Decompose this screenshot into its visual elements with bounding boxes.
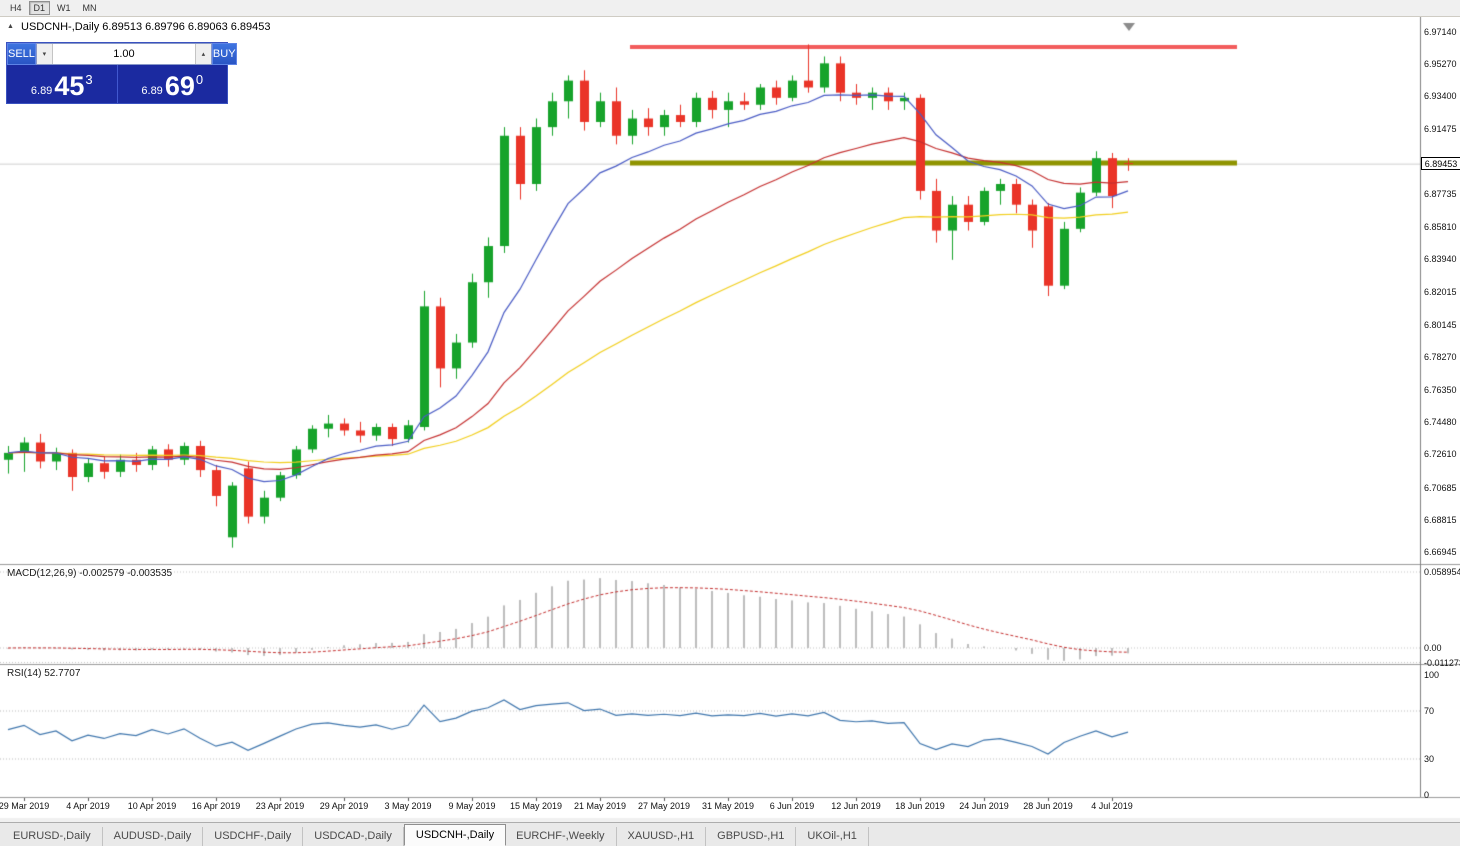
rsi-indicator-name: RSI(14)	[7, 668, 42, 679]
price-axis-label: 6.87735	[1424, 188, 1457, 199]
chart-tab[interactable]: GBPUSD-,H1	[706, 827, 797, 846]
rsi-panel-label: RSI(14) 52.7707	[7, 668, 80, 679]
date-axis-label: 31 May 2019	[701, 801, 755, 811]
date-axis-label: 16 Apr 2019	[191, 801, 241, 811]
date-axis-label: 15 May 2019	[509, 801, 563, 811]
chart-tab[interactable]: UKOil-,H1	[796, 827, 869, 846]
rsi-axis-label: 30	[1424, 754, 1435, 764]
macd-panel-label: MACD(12,26,9) -0.002579 -0.003535	[7, 568, 172, 579]
date-axis-label: 12 Jun 2019	[831, 801, 881, 811]
macd-axis-label: 0.00	[1424, 643, 1442, 653]
sell-button[interactable]: SELL	[7, 43, 36, 65]
macd-axis-label: -0.011273	[1424, 657, 1460, 668]
sell-price-display[interactable]: 6.89 45 3	[7, 65, 117, 103]
price-axis-label: 6.83940	[1424, 254, 1457, 265]
timeframe-w1-button[interactable]: W1	[57, 3, 71, 13]
price-axis-label: 6.74480	[1424, 417, 1457, 428]
price-axis-label: 6.91475	[1424, 124, 1457, 135]
chart-tab[interactable]: USDCNH-,Daily	[403, 824, 507, 846]
sell-price-prefix: 6.89	[30, 85, 53, 97]
macd-axis-label: 0.058954	[1424, 567, 1460, 577]
buy-button[interactable]: BUY	[211, 43, 237, 65]
rsi-indicator-value: 52.7707	[44, 668, 81, 679]
price-axis-label: 6.93400	[1424, 91, 1457, 102]
date-axis-label: 24 Jun 2019	[959, 801, 1009, 811]
rsi-axis-label: 100	[1424, 670, 1440, 680]
timeframe-h4-button[interactable]: H4	[10, 3, 22, 13]
date-axis-label: 4 Apr 2019	[66, 801, 110, 811]
date-axis-label: 9 May 2019	[448, 801, 496, 811]
chart-title: ▲ USDCNH-,Daily 6.89513 6.89796 6.89063 …	[7, 21, 271, 33]
price-axis-label: 6.66945	[1424, 547, 1457, 558]
date-axis-label: 23 Apr 2019	[255, 801, 305, 811]
buy-price-sup: 0	[195, 72, 204, 87]
chart-tab[interactable]: USDCHF-,Daily	[203, 827, 304, 846]
volume-increase-button[interactable]: ▴	[194, 44, 211, 64]
date-axis-label: 21 May 2019	[573, 801, 627, 811]
date-axis-label: 3 May 2019	[384, 801, 432, 811]
date-axis-label: 4 Jul 2019	[1091, 801, 1133, 811]
price-divider	[116, 65, 118, 103]
volume-decrease-button[interactable]: ▾	[36, 44, 53, 64]
chart-ohlc-values: 6.89513 6.89796 6.89063 6.89453	[102, 21, 271, 33]
volume-control: ▾ ▴	[35, 43, 212, 65]
price-axis-label: 6.95270	[1424, 58, 1457, 69]
date-axis-label: 27 May 2019	[637, 801, 691, 811]
price-axis-label: 6.68815	[1424, 514, 1457, 525]
macd-indicator-values: -0.002579 -0.003535	[79, 568, 173, 579]
date-axis-label: 28 Jun 2019	[1023, 801, 1073, 811]
one-click-toggle-icon[interactable]: ▲	[7, 23, 14, 30]
date-axis-label: 29 Mar 2019	[0, 801, 50, 811]
sell-price-big: 45	[54, 71, 85, 102]
date-axis-label: 6 Jun 2019	[769, 801, 815, 811]
price-axis-label: 6.76350	[1424, 384, 1457, 395]
buy-price-display[interactable]: 6.89 69 0	[118, 65, 228, 103]
price-axis-label: 6.72610	[1424, 449, 1457, 460]
macd-indicator-name: MACD(12,26,9)	[7, 568, 77, 579]
chart-tab[interactable]: EURCHF-,Weekly	[505, 827, 617, 846]
price-axis-label: 6.80145	[1424, 319, 1457, 330]
chart-tab[interactable]: EURUSD-,Daily	[2, 827, 103, 846]
buy-price-prefix: 6.89	[141, 85, 163, 97]
chart-tab[interactable]: USDCAD-,Daily	[303, 827, 404, 846]
price-axis-label: 6.97140	[1424, 26, 1457, 37]
chart-tab[interactable]: XAUUSD-,H1	[617, 827, 707, 846]
price-axis-label: 6.78270	[1424, 351, 1457, 362]
current-price-tag: 6.89453	[1421, 157, 1460, 171]
chart-symbol-label: USDCNH-,Daily	[21, 21, 100, 33]
timeframe-mn-button[interactable]: MN	[82, 3, 97, 13]
date-axis-label: 29 Apr 2019	[319, 801, 369, 811]
date-axis-label: 10 Apr 2019	[127, 801, 177, 811]
chart-tabs-bar: EURUSD-,Daily AUDUSD-,Daily USDCHF-,Daily U…	[0, 822, 1460, 846]
sell-price-sup: 3	[85, 72, 93, 87]
volume-input[interactable]	[52, 44, 195, 64]
buy-price-big: 69	[164, 71, 195, 102]
price-axis-label: 6.85810	[1424, 221, 1457, 232]
price-axis-label: 6.70685	[1424, 482, 1457, 493]
chart-tab[interactable]: AUDUSD-,Daily	[103, 827, 204, 846]
price-axis-label: 6.82015	[1424, 287, 1457, 298]
rsi-axis-label: 70	[1424, 706, 1435, 716]
timeframe-toolbar: H4 D1 W1 MN	[0, 0, 1460, 17]
rsi-axis-label: 0	[1424, 790, 1430, 800]
timeframe-d1-button[interactable]: D1	[28, 1, 51, 15]
date-axis-label: 18 Jun 2019	[895, 801, 945, 811]
